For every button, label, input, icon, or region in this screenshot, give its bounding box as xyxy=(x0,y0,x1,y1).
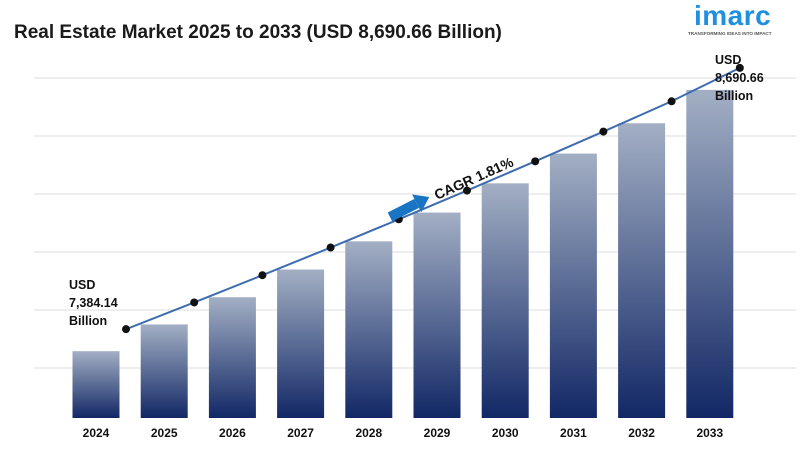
bar-2026 xyxy=(208,297,256,418)
x-axis-ticks: 2024 2025 2026 2027 2028 2029 2030 2031 2032 2033 xyxy=(83,426,724,440)
bar-2031 xyxy=(549,153,597,418)
imarc-logo: imarc TRANSFORMING IDEAS INTO IMPACT xyxy=(686,0,796,42)
x-tick-2028: 2028 xyxy=(355,426,382,440)
x-tick-2031: 2031 xyxy=(560,426,587,440)
trend-point-2030 xyxy=(531,157,540,166)
end-value-label: 8,690.66 xyxy=(715,71,764,85)
x-tick-2029: 2029 xyxy=(424,426,451,440)
bar-2029 xyxy=(413,212,461,418)
x-tick-2024: 2024 xyxy=(83,426,110,440)
bar-2028 xyxy=(345,241,393,418)
end-value-label: USD xyxy=(715,53,741,67)
start-value-label: USD xyxy=(69,278,95,292)
trend-point-2033 xyxy=(735,63,744,72)
bar-2027 xyxy=(277,269,325,418)
logo-wordmark: imarc xyxy=(694,0,772,31)
x-tick-2032: 2032 xyxy=(628,426,655,440)
start-value-label: 7,384.14 xyxy=(69,296,118,310)
bar-2025 xyxy=(140,324,188,418)
x-tick-2025: 2025 xyxy=(151,426,178,440)
bar-2033 xyxy=(686,89,734,419)
trend-line xyxy=(122,63,744,334)
start-value-label: Billion xyxy=(69,314,107,328)
bars xyxy=(72,89,734,419)
cagr-arrow-icon xyxy=(387,194,430,222)
bar-2024 xyxy=(72,351,120,418)
x-tick-2026: 2026 xyxy=(219,426,246,440)
trend-point-2026 xyxy=(258,271,267,280)
trend-point-2032 xyxy=(667,97,676,106)
bar-2032 xyxy=(618,123,666,418)
end-value-label: Billion xyxy=(715,89,753,103)
trend-point-2024 xyxy=(122,325,130,334)
trend-point-2029 xyxy=(463,186,471,195)
logo-tagline: TRANSFORMING IDEAS INTO IMPACT xyxy=(688,31,772,36)
trend-point-2025 xyxy=(190,298,199,307)
x-tick-2030: 2030 xyxy=(492,426,519,440)
trend-point-2027 xyxy=(326,243,335,252)
chart-title: Real Estate Market 2025 to 2033 (USD 8,6… xyxy=(14,22,502,43)
bar-2030 xyxy=(481,183,529,418)
trend-point-2031 xyxy=(599,127,608,136)
x-tick-2033: 2033 xyxy=(696,426,723,440)
x-tick-2027: 2027 xyxy=(287,426,314,440)
trend-polyline xyxy=(125,66,741,331)
